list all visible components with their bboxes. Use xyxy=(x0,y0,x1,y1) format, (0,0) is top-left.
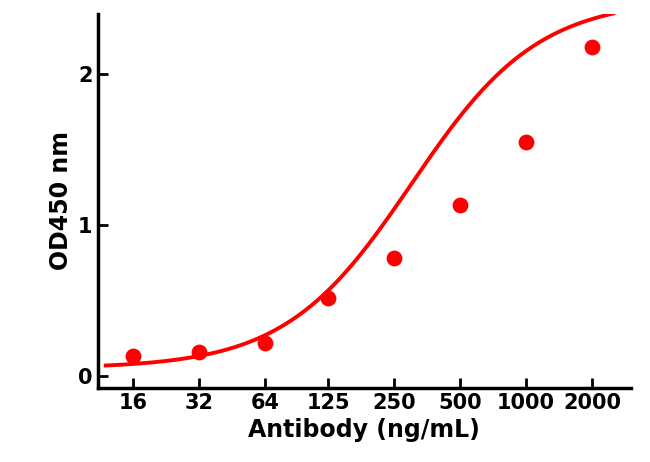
X-axis label: Antibody (ng/mL): Antibody (ng/mL) xyxy=(248,419,480,443)
Point xyxy=(323,294,333,301)
Point xyxy=(194,348,204,356)
Point xyxy=(455,202,465,209)
Point xyxy=(389,255,400,262)
Point xyxy=(259,339,270,346)
Point xyxy=(587,43,597,51)
Point xyxy=(128,353,138,360)
Point xyxy=(521,139,531,146)
Y-axis label: OD450 nm: OD450 nm xyxy=(49,132,73,270)
